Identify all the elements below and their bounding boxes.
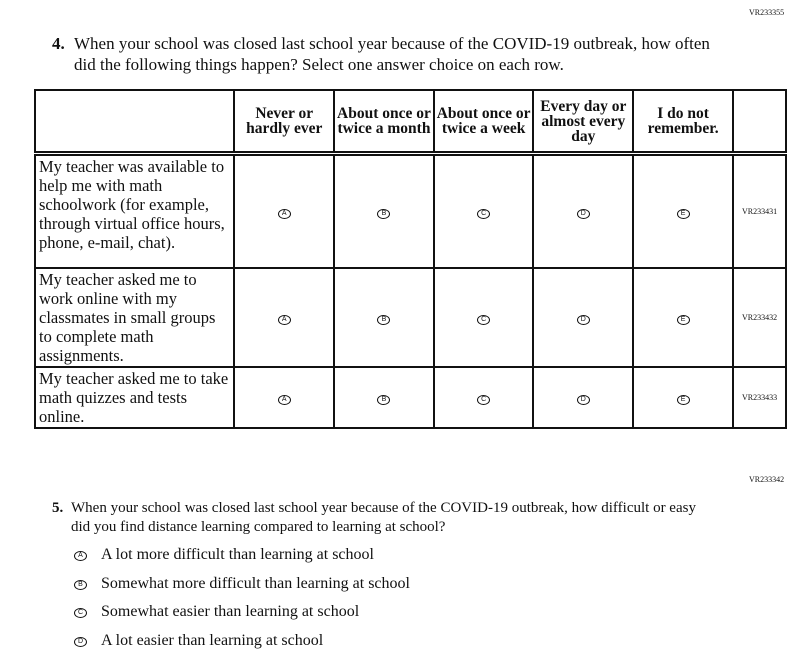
column-header: I do not remember. [632, 89, 735, 156]
choice-d-bubble[interactable]: D [576, 315, 590, 325]
option-a[interactable]: A A lot more difficult than learning at s… [74, 546, 374, 564]
choice-d-bubble[interactable]: D [576, 395, 590, 405]
choice-d-bubble[interactable]: D [576, 209, 590, 220]
question-text: When your school was closed last school … [71, 500, 696, 535]
choice-b-bubble[interactable]: B [377, 209, 391, 220]
blank-header [732, 89, 787, 156]
choice-c-bubble[interactable]: C [74, 608, 87, 618]
choice-c-bubble[interactable]: C [477, 395, 491, 405]
question-text: When your school was closed last school … [74, 34, 710, 74]
row-stem: My teacher was available to help me with… [33, 152, 236, 269]
row-code: VR233431 [732, 152, 787, 269]
column-header: About once or twice a month [333, 89, 435, 156]
choice-a-bubble[interactable]: A [277, 209, 291, 220]
table-row: My teacher was available to help me with… [33, 152, 787, 269]
option-label: A lot easier than learning at school [101, 632, 324, 649]
option-c[interactable]: C Somewhat easier than learning at school [74, 603, 359, 621]
option-d[interactable]: D A lot easier than learning at school [74, 632, 323, 650]
option-label: Somewhat easier than learning at school [101, 603, 360, 620]
item-code: VR233342 [749, 475, 785, 484]
column-header: About once or twice a week [432, 89, 535, 156]
choice-e-bubble[interactable]: E [676, 209, 690, 220]
table-row: My teacher asked me to work online with … [33, 266, 787, 368]
choice-b-bubble[interactable]: B [377, 395, 391, 405]
question-number: 5. [52, 500, 64, 516]
choice-a-bubble[interactable]: A [277, 395, 291, 405]
question-4: 4. When your school was closed last scho… [52, 33, 732, 75]
blank-header [33, 89, 236, 156]
table-row: My teacher asked me to take math quizzes… [33, 365, 787, 429]
column-header: Every day or almost every day [532, 89, 635, 156]
row-stem: My teacher asked me to work online with … [33, 266, 236, 368]
response-grid: Never or hardly ever About once or twice… [33, 89, 787, 429]
item-code: VR233355 [749, 8, 785, 17]
option-label: A lot more difficult than learning at sc… [101, 546, 374, 563]
choice-b-bubble[interactable]: B [74, 580, 87, 590]
question-5: 5. When your school was closed last scho… [52, 499, 712, 537]
option-b[interactable]: B Somewhat more difficult than learning a… [74, 575, 410, 593]
choice-d-bubble[interactable]: D [74, 637, 87, 647]
choice-c-bubble[interactable]: C [477, 315, 491, 325]
choice-c-bubble[interactable]: C [477, 209, 491, 220]
column-header: Never or hardly ever [233, 89, 336, 156]
choice-a-bubble[interactable]: A [74, 551, 87, 561]
row-code: VR233432 [732, 266, 787, 368]
choice-e-bubble[interactable]: E [676, 315, 690, 325]
row-code: VR233433 [732, 365, 787, 429]
choice-e-bubble[interactable]: E [676, 395, 690, 405]
option-label: Somewhat more difficult than learning at… [101, 575, 410, 592]
question-number: 4. [52, 34, 65, 53]
row-stem: My teacher asked me to take math quizzes… [33, 365, 236, 429]
choice-b-bubble[interactable]: B [377, 315, 391, 325]
choice-a-bubble[interactable]: A [277, 315, 291, 325]
